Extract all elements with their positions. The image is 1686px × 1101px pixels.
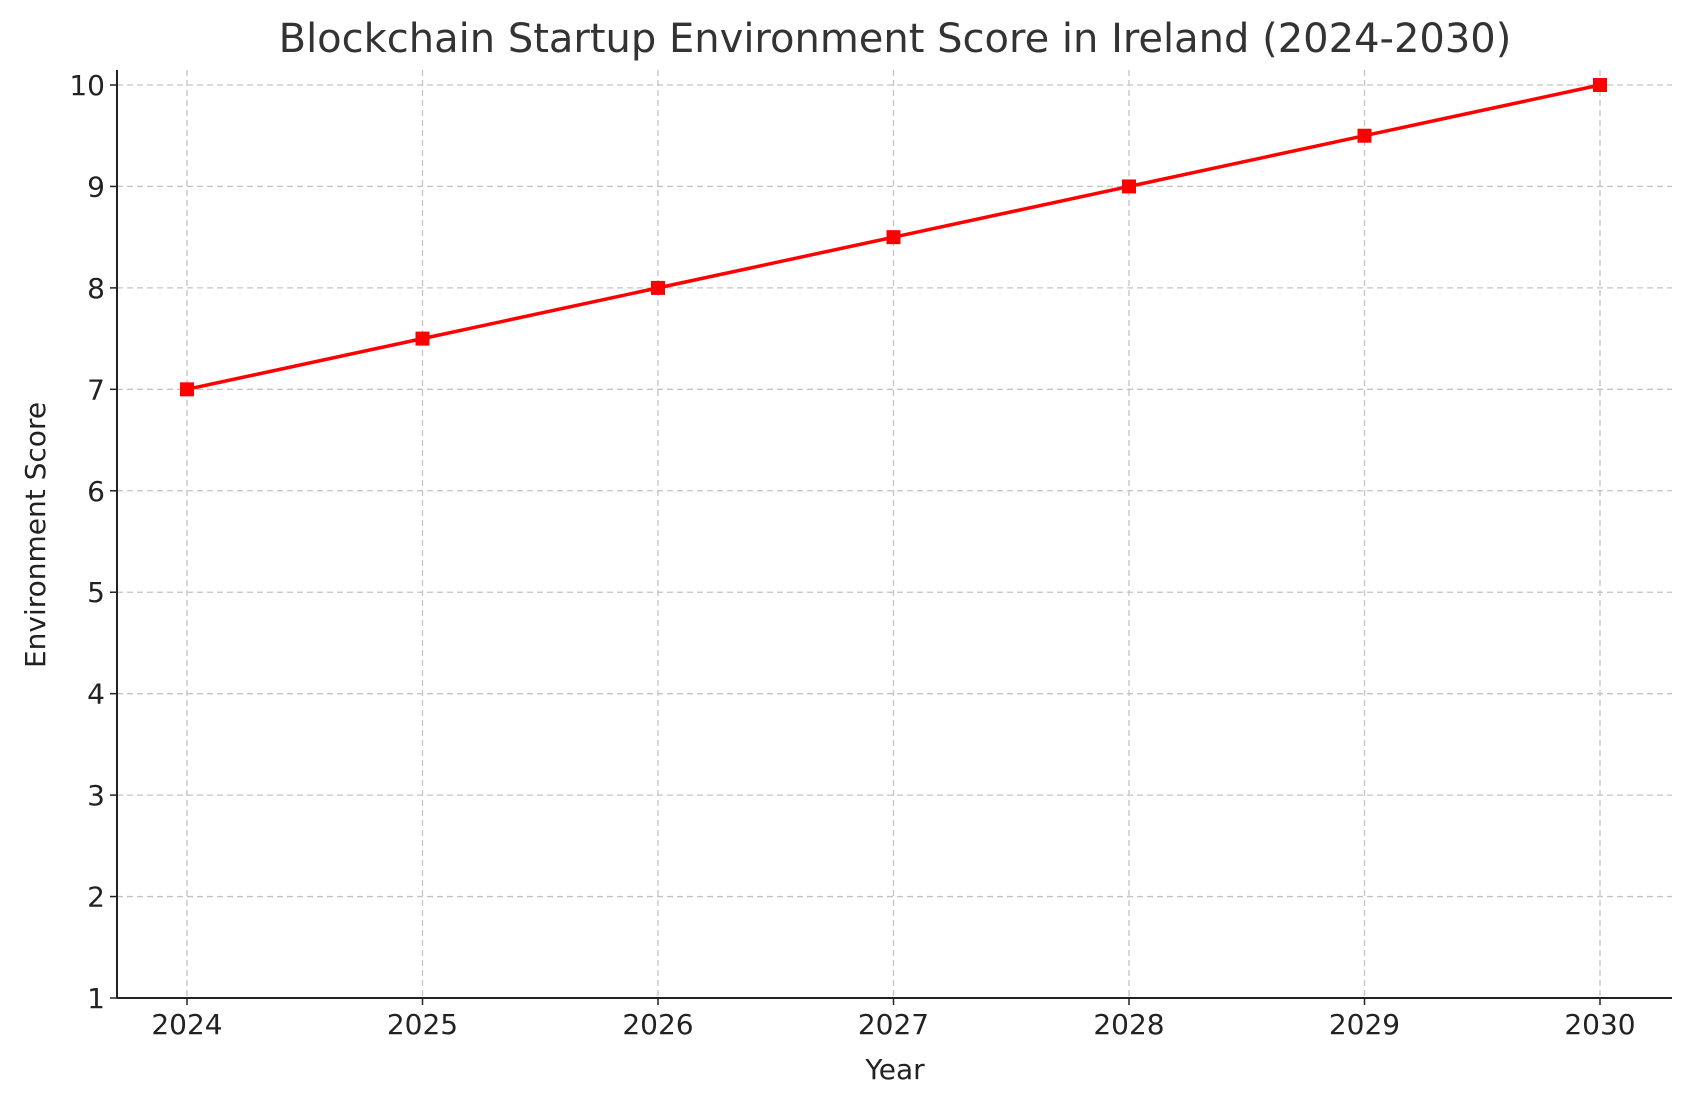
y-tick-label: 9 [87, 170, 105, 203]
y-tick-label: 3 [87, 779, 105, 812]
y-tick-label: 2 [87, 881, 105, 914]
y-tick-label: 1 [87, 982, 105, 1015]
chart-title: Blockchain Startup Environment Score in … [279, 16, 1512, 62]
axes [110, 70, 1672, 1005]
x-tick-label: 2026 [622, 1008, 693, 1041]
data-point-marker [651, 280, 665, 295]
y-tick-label: 6 [87, 475, 105, 508]
x-axis-label: Year [864, 1053, 925, 1086]
x-tick-label: 2025 [387, 1008, 458, 1041]
data-point-marker [180, 382, 194, 397]
x-tick-label: 2024 [151, 1008, 222, 1041]
data-point-marker [415, 331, 430, 346]
y-tick-label: 7 [87, 373, 105, 406]
data-point-marker [1357, 128, 1372, 143]
y-axis-label: Environment Score [19, 402, 52, 668]
y-tick-label: 4 [87, 678, 105, 711]
x-tick-labels: 2024 2025 2026 2027 2028 2029 2030 [151, 1008, 1635, 1041]
grid [117, 70, 1672, 998]
y-tick-label: 10 [69, 69, 105, 102]
x-tick-label: 2027 [858, 1008, 929, 1041]
data-point-marker [1593, 78, 1607, 92]
x-tick-label: 2030 [1564, 1008, 1635, 1041]
x-tick-label: 2029 [1329, 1008, 1400, 1041]
markers [180, 78, 1607, 397]
y-tick-label: 5 [87, 576, 105, 609]
y-tick-label: 8 [87, 272, 105, 305]
y-tick-labels: 1 2 3 4 5 6 7 8 9 10 [69, 69, 105, 1015]
x-tick-label: 2028 [1093, 1008, 1164, 1041]
data-point-marker [886, 230, 901, 245]
data-point-marker [1122, 179, 1136, 194]
